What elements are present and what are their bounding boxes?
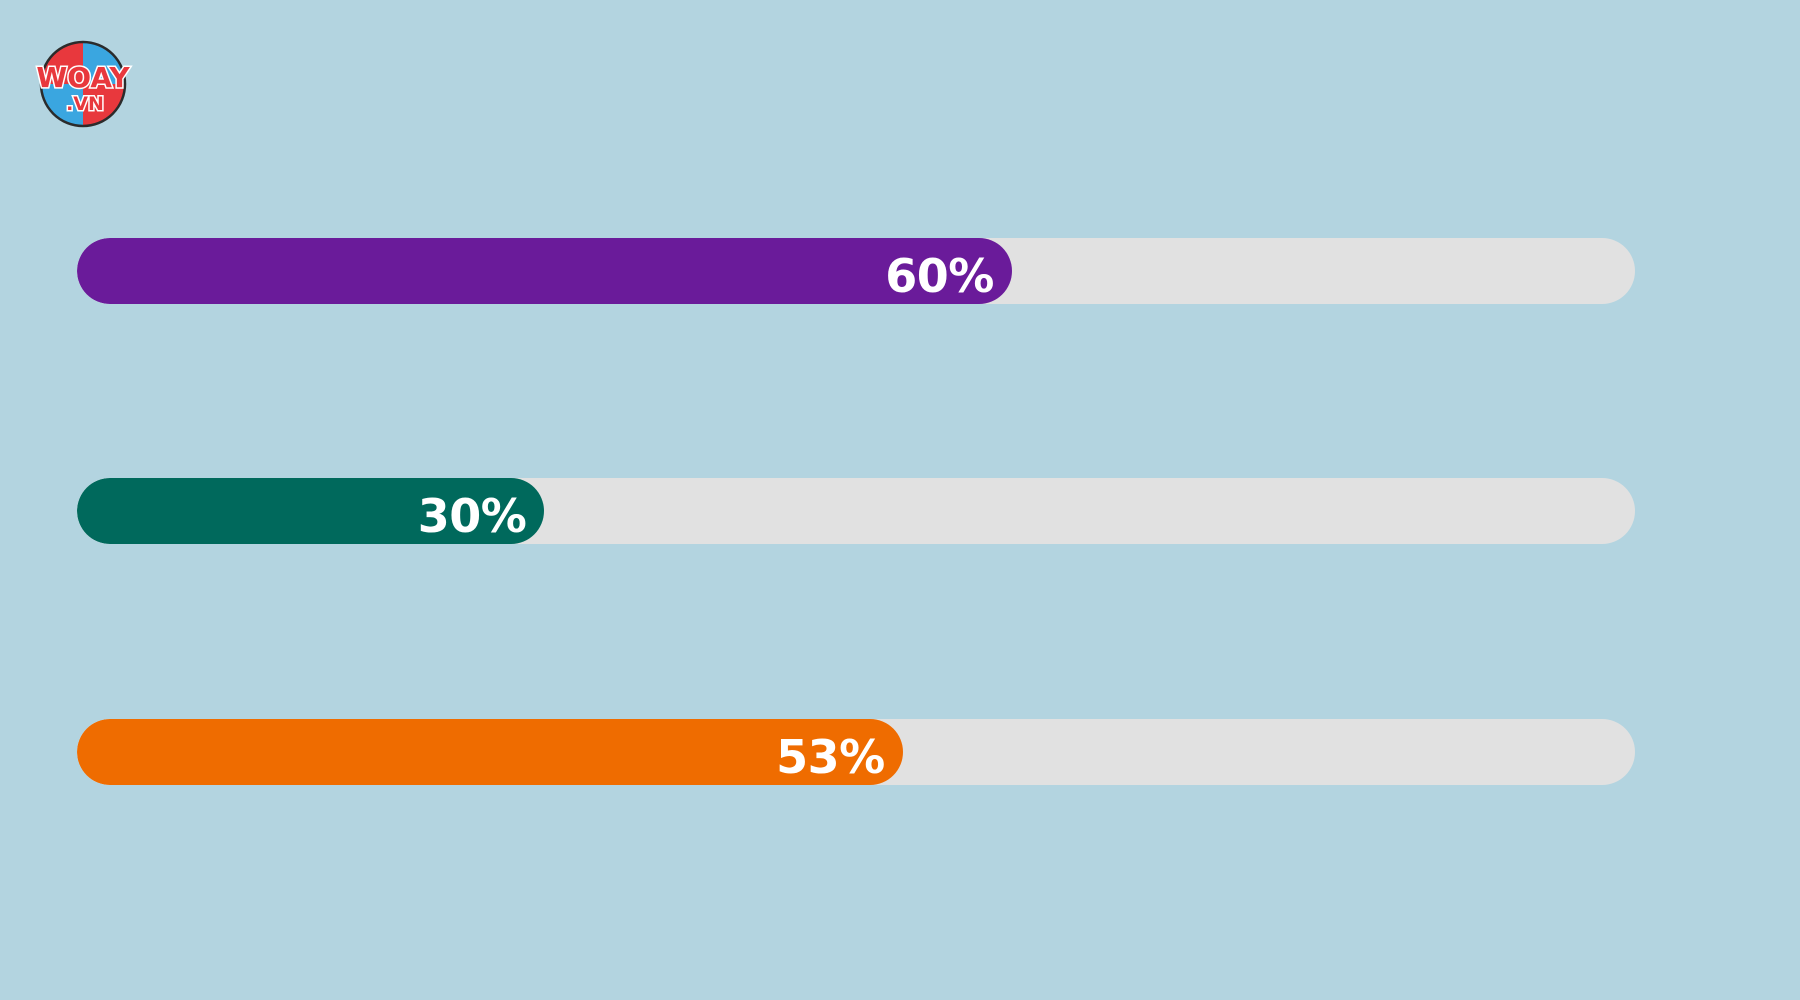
- progress-percent-label: 53%: [776, 730, 885, 784]
- logo-badge-icon: WOAY .VN: [35, 40, 132, 128]
- logo-text-bottom: .VN: [66, 93, 104, 115]
- progress-fill: 30%: [77, 478, 545, 544]
- logo: WOAY .VN: [28, 40, 138, 128]
- progress-percent-label: 60%: [885, 249, 994, 303]
- progress-track: 53%: [77, 719, 1635, 785]
- progress-percent-label: 30%: [417, 489, 527, 543]
- logo-text-top: WOAY: [36, 61, 130, 94]
- progress-track: 30%: [77, 478, 1635, 544]
- progress-fill: 60%: [77, 238, 1012, 304]
- progress-fill: 53%: [77, 719, 903, 785]
- progress-track: 60%: [77, 238, 1635, 304]
- progress-bars: 60% 30% 53%: [77, 0, 1635, 1000]
